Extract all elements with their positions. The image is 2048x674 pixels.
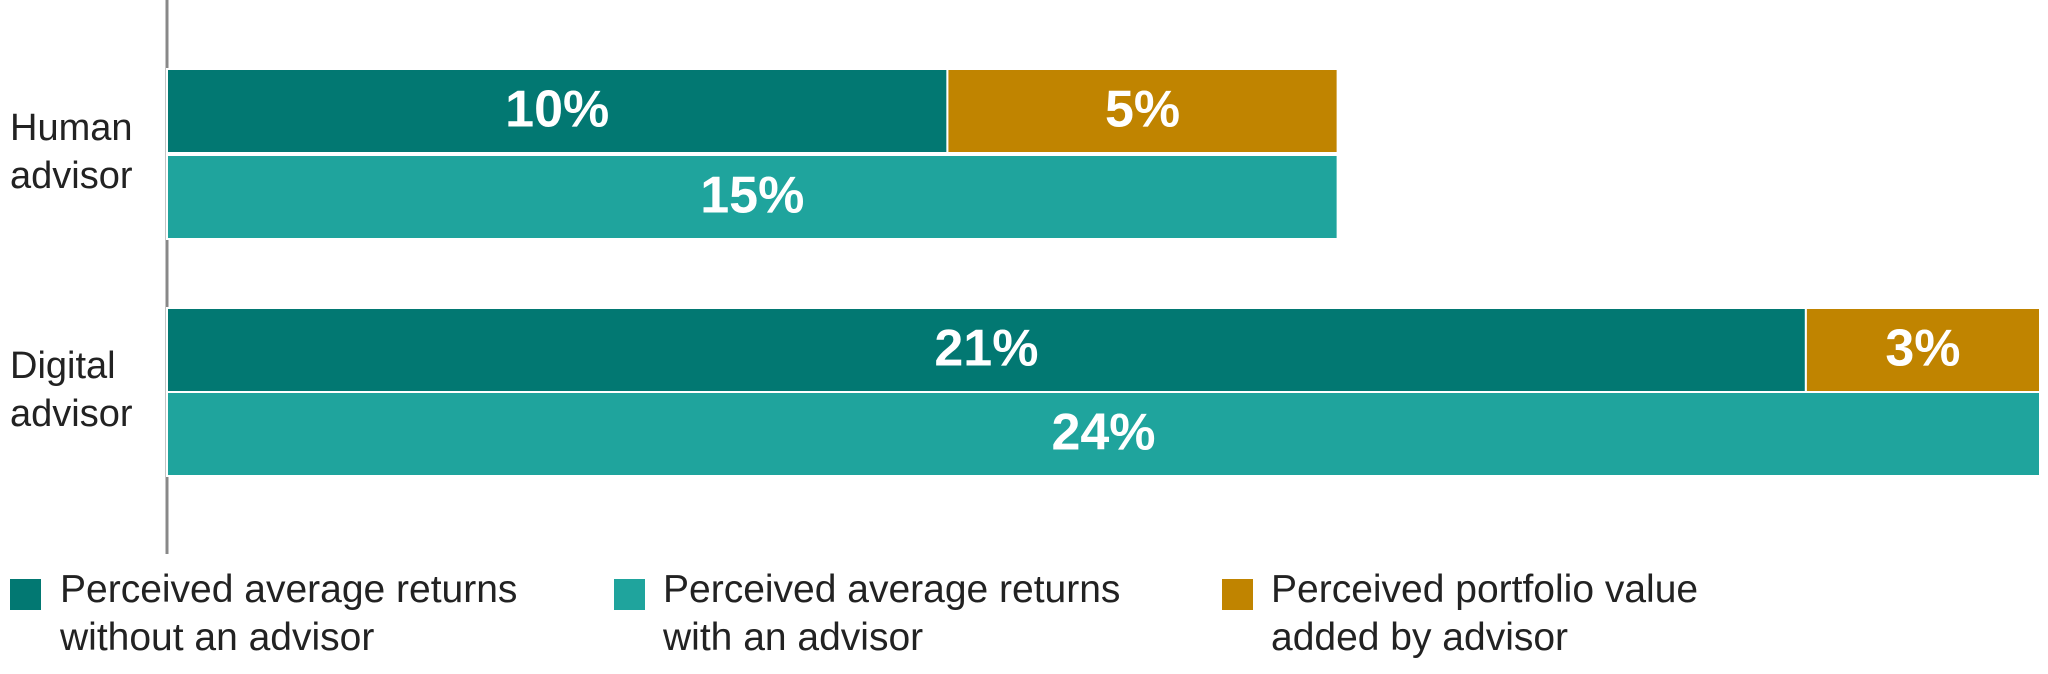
bar xyxy=(166,154,1339,240)
bar xyxy=(166,307,1807,393)
legend-label: Perceived average returns without an adv… xyxy=(60,568,518,659)
value-label: 3% xyxy=(1885,320,1960,378)
value-label: 5% xyxy=(1105,81,1180,139)
value-label: 21% xyxy=(934,320,1038,378)
bar xyxy=(1804,307,2041,393)
value-label: 10% xyxy=(505,81,609,139)
category-label: Digital advisor xyxy=(10,345,133,435)
legend-swatch xyxy=(614,579,645,610)
legend-label: Perceived average returns with an adviso… xyxy=(663,568,1121,659)
value-label: 24% xyxy=(1051,404,1155,462)
bar xyxy=(166,391,2041,477)
legend-swatch xyxy=(1222,579,1253,610)
bar xyxy=(166,68,949,154)
bar xyxy=(946,68,1339,154)
category-label: Human advisor xyxy=(10,107,133,197)
legend-label: Perceived portfolio value added by advis… xyxy=(1271,568,1699,659)
value-label: 15% xyxy=(700,167,804,225)
legend-swatch xyxy=(10,579,41,610)
